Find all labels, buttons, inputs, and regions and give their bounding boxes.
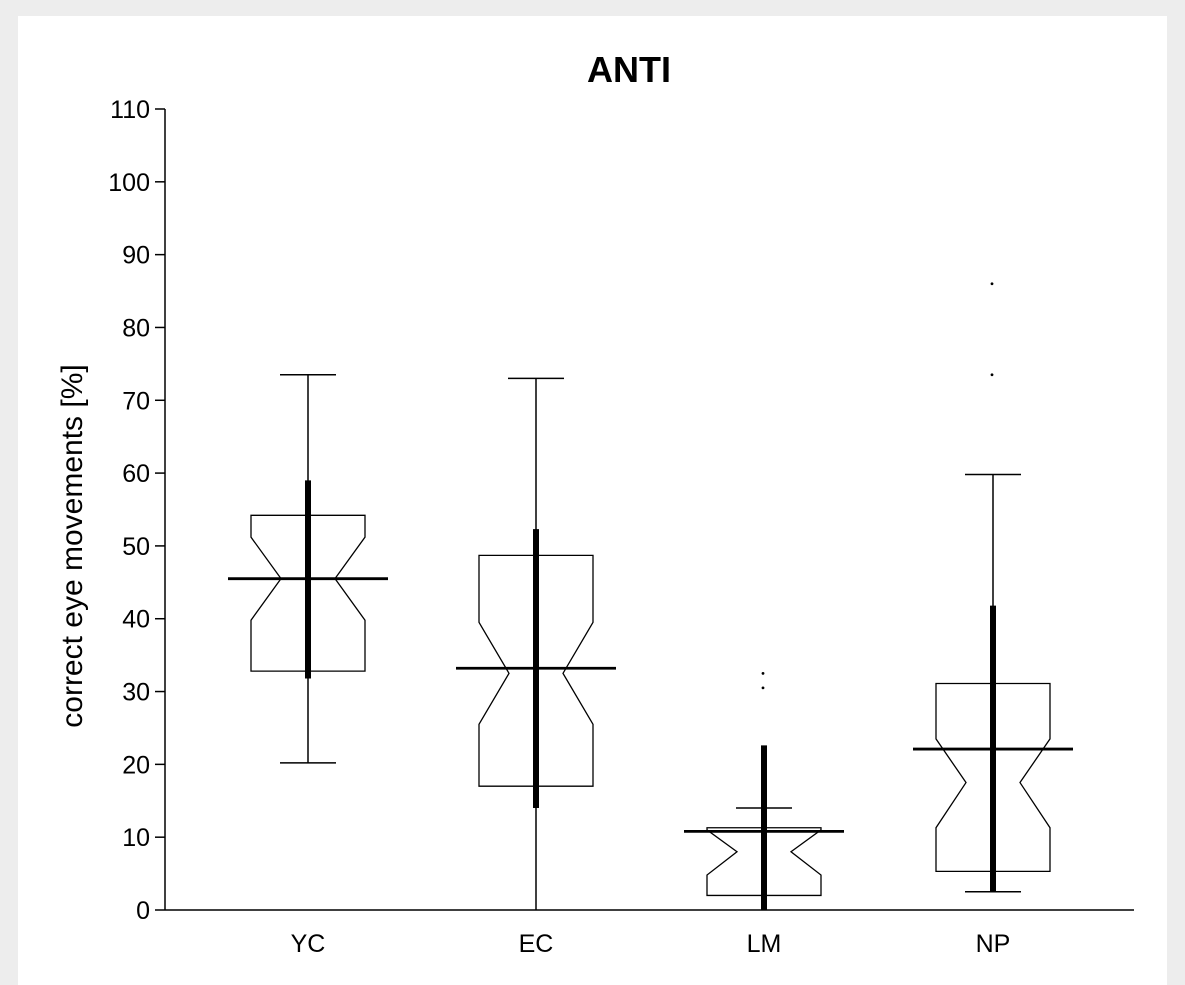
x-tick-label: YC: [291, 930, 326, 958]
y-tick-label: 50: [122, 533, 150, 561]
boxes: [228, 282, 1073, 910]
x-tick-label: EC: [519, 930, 554, 958]
chart-title: ANTI: [587, 49, 671, 90]
x-tick-labels: YC EC LM NP: [291, 930, 1011, 958]
outlier-point: [990, 373, 994, 377]
y-tick-label: 100: [108, 169, 150, 197]
outlier-point: [761, 686, 765, 690]
y-tick-label: 110: [110, 96, 150, 124]
y-tick-label: 0: [136, 897, 150, 925]
x-tick-label: NP: [976, 930, 1011, 958]
y-tick-label: 80: [122, 314, 150, 342]
y-tick-label: 70: [122, 387, 150, 415]
box-ec: [456, 377, 616, 910]
box-np: [913, 282, 1073, 893]
y-axis-label: correct eye movements [%]: [56, 364, 89, 727]
outlier-point: [990, 282, 994, 286]
y-tick-label: 30: [122, 679, 150, 707]
y-tick-label: 20: [122, 751, 150, 779]
y-ticks: 0 10 20 30 40 50 60 70 80 90 100 110: [108, 96, 165, 925]
outlier-point: [761, 671, 765, 675]
y-tick-label: 90: [122, 242, 150, 270]
y-tick-label: 60: [122, 460, 150, 488]
box-lm: [684, 671, 844, 910]
box-yc: [228, 374, 388, 764]
y-tick-label: 10: [122, 824, 150, 852]
y-tick-label: 40: [122, 606, 150, 634]
x-tick-label: LM: [747, 930, 782, 958]
